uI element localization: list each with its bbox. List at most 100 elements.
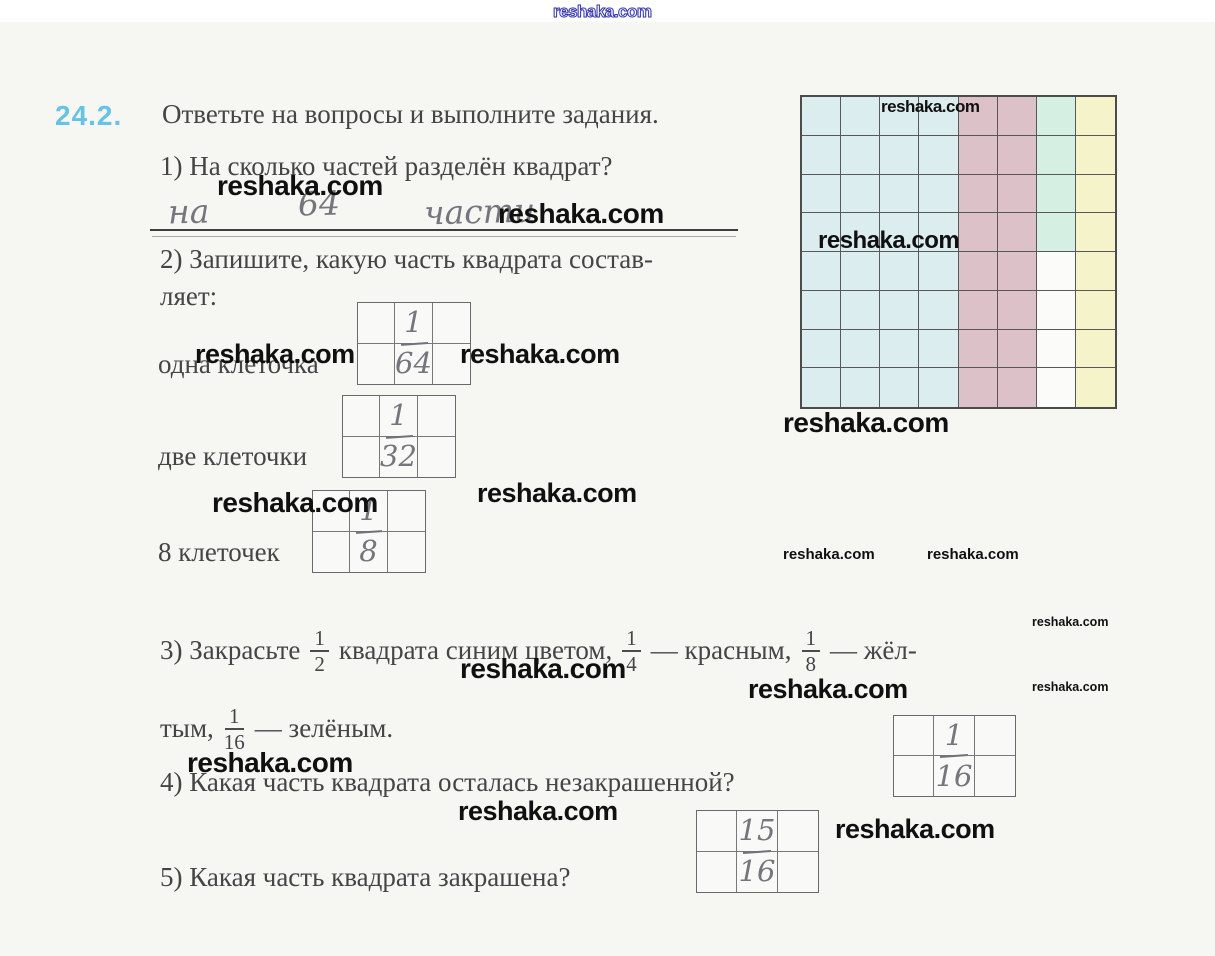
colored-square-grid: [800, 95, 1117, 409]
watermark: reshaka.com: [552, 2, 652, 22]
box-cell: [313, 531, 351, 572]
question-5: 5) Какая часть квадрата закрашена?: [160, 862, 571, 892]
grid-cell: [958, 174, 998, 214]
box-cell-numerator: 1: [395, 303, 433, 346]
grid-cell: [919, 174, 959, 214]
grid-cell: [802, 135, 842, 175]
grid-cell: [958, 368, 998, 407]
box-cell-denominator: 8: [350, 531, 388, 572]
watermark: reshaka.com: [818, 227, 960, 254]
grid-cell: [997, 290, 1037, 330]
fraction-answer-box-q5: 15 16: [696, 810, 819, 893]
watermark: reshaka.com: [1032, 680, 1109, 694]
box-cell: [697, 851, 738, 892]
grid-cell: [958, 329, 998, 369]
box-cell: [778, 852, 818, 893]
q3-text: квадрата синим цветом,: [338, 635, 613, 666]
fraction-answer-box-one-cell: 1 64: [357, 302, 471, 385]
watermark: reshaka.com: [881, 97, 980, 116]
grid-cell: [880, 252, 920, 291]
box-cell-denominator: 16: [737, 851, 778, 892]
box-cell: [894, 756, 935, 796]
grid-cell: [841, 174, 881, 214]
box-cell-denominator: 32: [380, 436, 418, 477]
grid-cell: [997, 368, 1037, 407]
answer-line-shadow: [152, 236, 736, 237]
grid-cell: [802, 174, 842, 214]
grid-cell: [1075, 252, 1115, 291]
grid-cell: [997, 252, 1037, 291]
box-cell: [418, 437, 455, 478]
watermark: reshaka.com: [460, 339, 620, 369]
fraction-answer-box-two-cells: 1 32: [342, 395, 456, 478]
grid-cell: [802, 97, 842, 136]
grid-cell: [880, 329, 920, 369]
item-label-two-cells: две клеточки: [158, 441, 308, 471]
box-cell: [894, 716, 935, 756]
question-4: 4) Какая часть квадрата осталась незакра…: [160, 767, 735, 797]
watermark: reshaka.com: [1032, 615, 1109, 629]
grid-cell: [880, 213, 920, 252]
grid-cell: [1036, 97, 1076, 136]
grid-cell: [919, 213, 959, 252]
grid-cell: [919, 135, 959, 175]
box-cell-denominator: 16: [934, 756, 975, 796]
grid-cell: [997, 97, 1037, 136]
grid-cell: [841, 329, 881, 369]
grid-cell: [919, 329, 959, 369]
grid-cell: [1036, 213, 1076, 252]
grid-cell: [1036, 135, 1076, 175]
box-cell: [777, 811, 818, 852]
watermark: reshaka.com: [498, 198, 664, 229]
answer-line: [150, 229, 738, 231]
box-cell-denominator: 64: [395, 343, 433, 384]
box-cell: [358, 303, 396, 344]
box-cell-numerator: 1: [934, 716, 975, 758]
grid-cell: [958, 213, 998, 252]
grid-cell: [1075, 290, 1115, 330]
grid-cell: [997, 135, 1037, 175]
grid-cell: [802, 213, 842, 252]
grid-cell: [880, 368, 920, 407]
fraction-answer-box-q4: 1 16: [893, 715, 1016, 797]
q3-text: тым,: [160, 713, 214, 744]
grid-cell: [1075, 174, 1115, 214]
grid-cell: [1036, 329, 1076, 369]
page-top-strip: [0, 0, 1215, 22]
grid-cell: [997, 174, 1037, 214]
box-cell-numerator: 1: [380, 396, 418, 439]
box-cell: [388, 532, 425, 573]
grid-cell: [997, 213, 1037, 252]
grid-cell: [802, 290, 842, 330]
grid-cell: [1075, 97, 1115, 136]
q3-text: — жёл-: [830, 635, 917, 666]
watermark: reshaka.com: [748, 674, 908, 704]
grid-cell: [841, 290, 881, 330]
box-cell: [975, 756, 1015, 796]
q3-text: — зелёным.: [254, 713, 394, 744]
grid-cell: [958, 97, 998, 136]
grid-cell: [1036, 252, 1076, 291]
grid-cell: [841, 368, 881, 407]
grid-cell: [841, 252, 881, 291]
grid-cell: [919, 97, 959, 136]
box-cell: [313, 491, 351, 532]
fraction-answer-box-eight-cells: 1 8: [312, 490, 426, 573]
box-cell: [343, 396, 381, 437]
watermark: reshaka.com: [195, 339, 355, 369]
grid-cell: [997, 329, 1037, 369]
watermark: reshaka.com: [835, 814, 995, 844]
watermark: reshaka.com: [187, 747, 353, 778]
watermark: reshaka.com: [212, 487, 378, 518]
grid-cell: [1075, 135, 1115, 175]
grid-cell: [841, 97, 881, 136]
question-3-line2: тым, 1 16 — зелёным.: [160, 693, 393, 765]
watermark: reshaka.com: [217, 170, 383, 201]
box-cell: [697, 811, 738, 852]
grid-cell: [802, 329, 842, 369]
grid-cell: [958, 135, 998, 175]
watermark: reshaka.com: [927, 546, 1019, 563]
printed-fraction-1-16: 1 16: [223, 703, 245, 754]
